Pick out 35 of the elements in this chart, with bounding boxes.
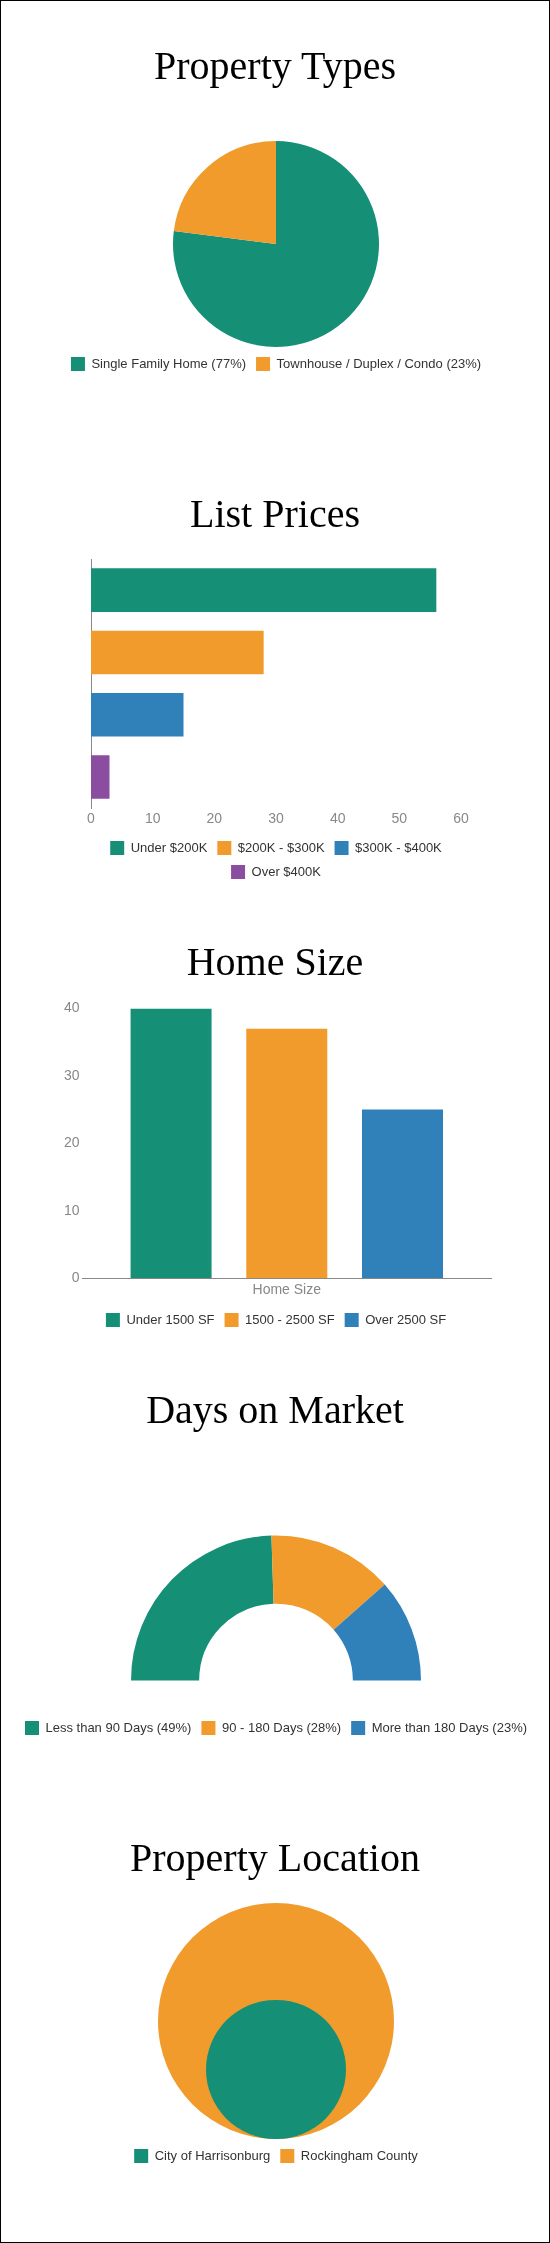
legend-label: More than 180 Days (23%) (371, 1719, 528, 1735)
chart-title: Home Size (185, 938, 365, 986)
legend-label: $200K - $300K (237, 839, 325, 855)
legend-label: 1500 - 2500 SF (245, 1311, 335, 1327)
bar (246, 1028, 328, 1279)
y-tick-label: 10 (63, 1201, 80, 1218)
legend-label: 90 - 180 Days (28%) (221, 1719, 342, 1735)
x-tick-label: 20 (206, 810, 223, 827)
legend-label: Townhouse / Duplex / Condo (23%) (276, 355, 482, 371)
legend-label: Under $200K (130, 839, 208, 855)
x-axis-title: Home Size (252, 1281, 322, 1298)
x-tick-label: 0 (87, 810, 96, 827)
legend-label: Rockingham County (300, 2147, 419, 2163)
x-tick-label: 60 (453, 810, 469, 827)
y-tick-label: 30 (63, 1066, 80, 1083)
y-tick-label: 40 (63, 999, 80, 1016)
bar (362, 1109, 444, 1279)
legend-label: Under 1500 SF (126, 1311, 215, 1327)
chart-title: Days on Market (145, 1386, 405, 1434)
y-tick-label: 0 (71, 1269, 80, 1286)
chart-title: List Prices (189, 490, 361, 538)
legend-label: Over 2500 SF (365, 1311, 447, 1327)
legend-label: Over $400K (251, 863, 322, 879)
x-tick-label: 10 (144, 810, 161, 827)
chart-title: Property Types (153, 42, 397, 90)
legend-label: Less than 90 Days (49%) (45, 1719, 192, 1735)
legend-label: $300K - $400K (355, 839, 443, 855)
x-tick-label: 40 (329, 810, 346, 827)
x-tick-label: 30 (268, 810, 284, 827)
legend-label: Single Family Home (77%) (91, 355, 247, 371)
legend-label: City of Harrisonburg (154, 2147, 271, 2163)
y-tick-label: 20 (63, 1134, 80, 1151)
bar (130, 1008, 212, 1279)
text: Property Location (129, 1834, 421, 1882)
x-tick-label: 50 (391, 810, 408, 827)
